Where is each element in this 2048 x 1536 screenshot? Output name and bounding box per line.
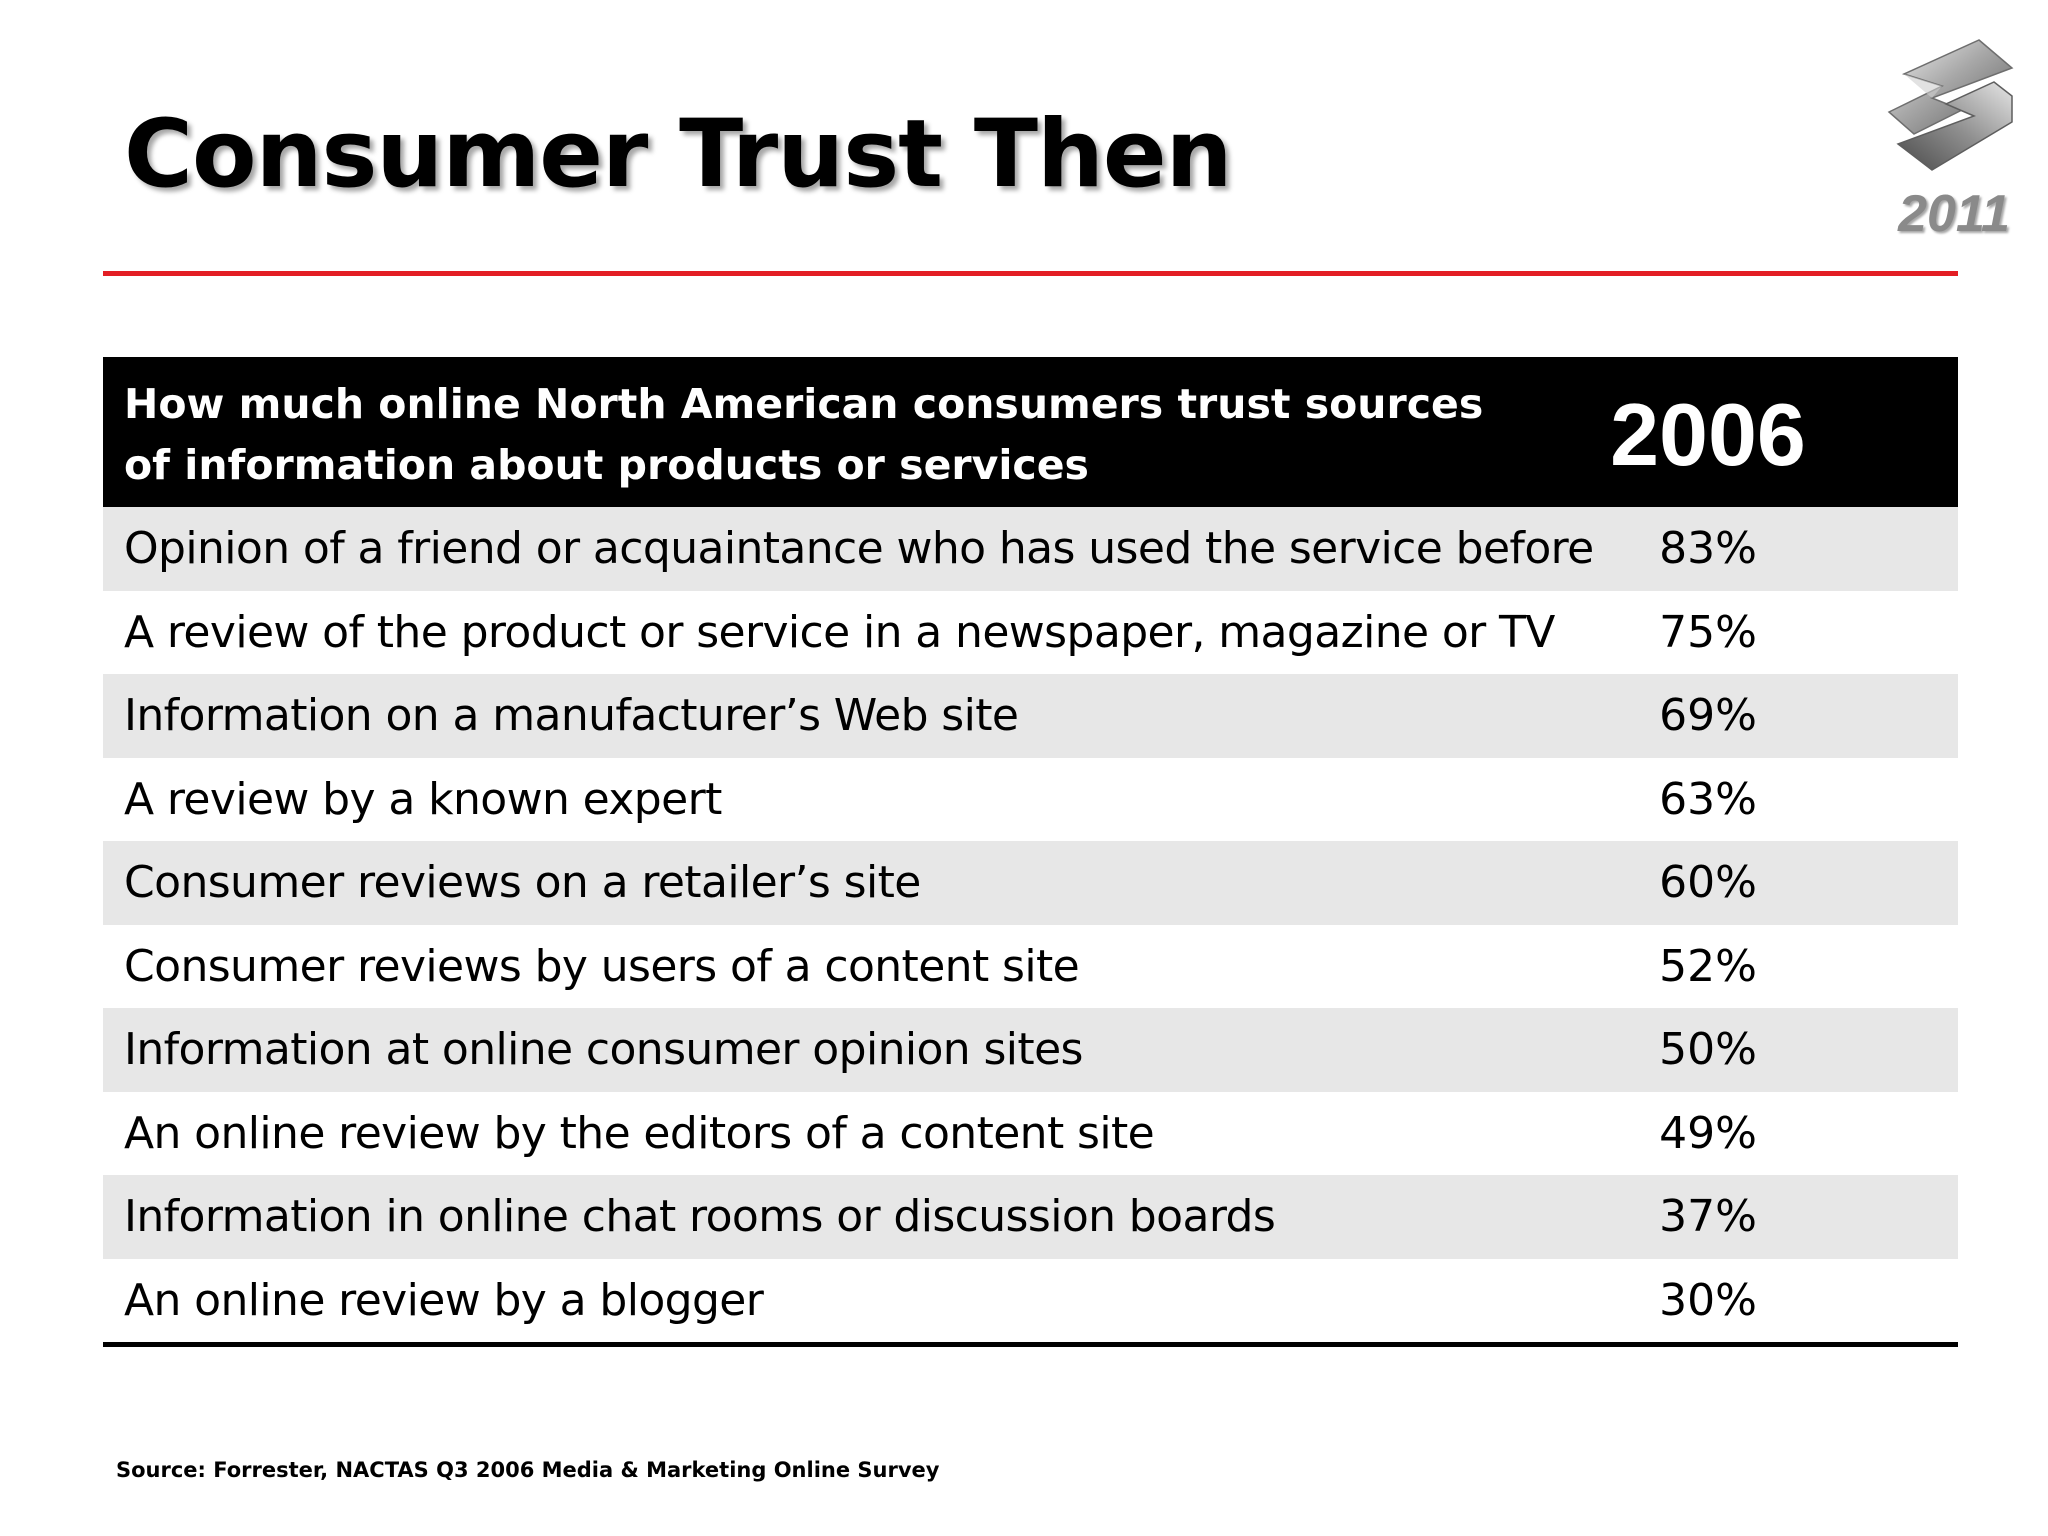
row-value: 37% <box>1528 1175 1958 1259</box>
row-value: 75% <box>1528 590 1958 674</box>
row-value: 83% <box>1528 507 1958 591</box>
title-divider <box>103 271 1958 276</box>
row-source: A review of the product or service in a … <box>103 590 1555 674</box>
row-source: Information in online chat rooms or disc… <box>103 1175 1528 1259</box>
table-row: An online review by the editors of a con… <box>103 1091 1958 1175</box>
table-row: Consumer reviews on a retailer’s site 60… <box>103 841 1958 925</box>
row-value: 69% <box>1528 674 1958 758</box>
row-value: 49% <box>1528 1091 1958 1175</box>
logo-year: 2011 <box>1898 185 2010 243</box>
table-header-row: How much online North American consumers… <box>103 357 1958 507</box>
row-value: 30% <box>1528 1258 1958 1347</box>
trust-table: How much online North American consumers… <box>103 357 1958 1347</box>
row-source: An online review by a blogger <box>103 1258 1528 1347</box>
row-source: Consumer reviews on a retailer’s site <box>103 841 1528 925</box>
row-source: Information on a manufacturer’s Web site <box>103 674 1528 758</box>
table-row: Information in online chat rooms or disc… <box>103 1175 1958 1259</box>
table-row: A review by a known expert 63% <box>103 757 1958 841</box>
table-row: Information at online consumer opinion s… <box>103 1008 1958 1092</box>
table-row: Information on a manufacturer’s Web site… <box>103 674 1958 758</box>
row-value: 60% <box>1528 841 1958 925</box>
suzuki-s-emblem-icon <box>1887 39 2014 171</box>
row-source: An online review by the editors of a con… <box>103 1091 1528 1175</box>
table-row: A review of the product or service in a … <box>103 590 1958 674</box>
table-row: Consumer reviews by users of a content s… <box>103 924 1958 1008</box>
row-source: Information at online consumer opinion s… <box>103 1008 1528 1092</box>
brand-logo: 2011 <box>1874 38 2024 248</box>
row-source: A review by a known expert <box>103 757 1528 841</box>
table-header-year: 2006 <box>1528 357 1958 507</box>
source-footnote: Source: Forrester, NACTAS Q3 2006 Media … <box>116 1458 940 1482</box>
row-value: 52% <box>1528 924 1958 1008</box>
table-row: An online review by a blogger 30% <box>103 1258 1958 1347</box>
row-value: 50% <box>1528 1008 1958 1092</box>
page-title: Consumer Trust Then <box>124 100 1233 209</box>
table-header-question: How much online North American consumers… <box>103 357 1528 507</box>
table-row: Opinion of a friend or acquaintance who … <box>103 507 1958 591</box>
row-source: Opinion of a friend or acquaintance who … <box>103 507 1594 591</box>
row-value: 63% <box>1528 757 1958 841</box>
row-source: Consumer reviews by users of a content s… <box>103 924 1528 1008</box>
